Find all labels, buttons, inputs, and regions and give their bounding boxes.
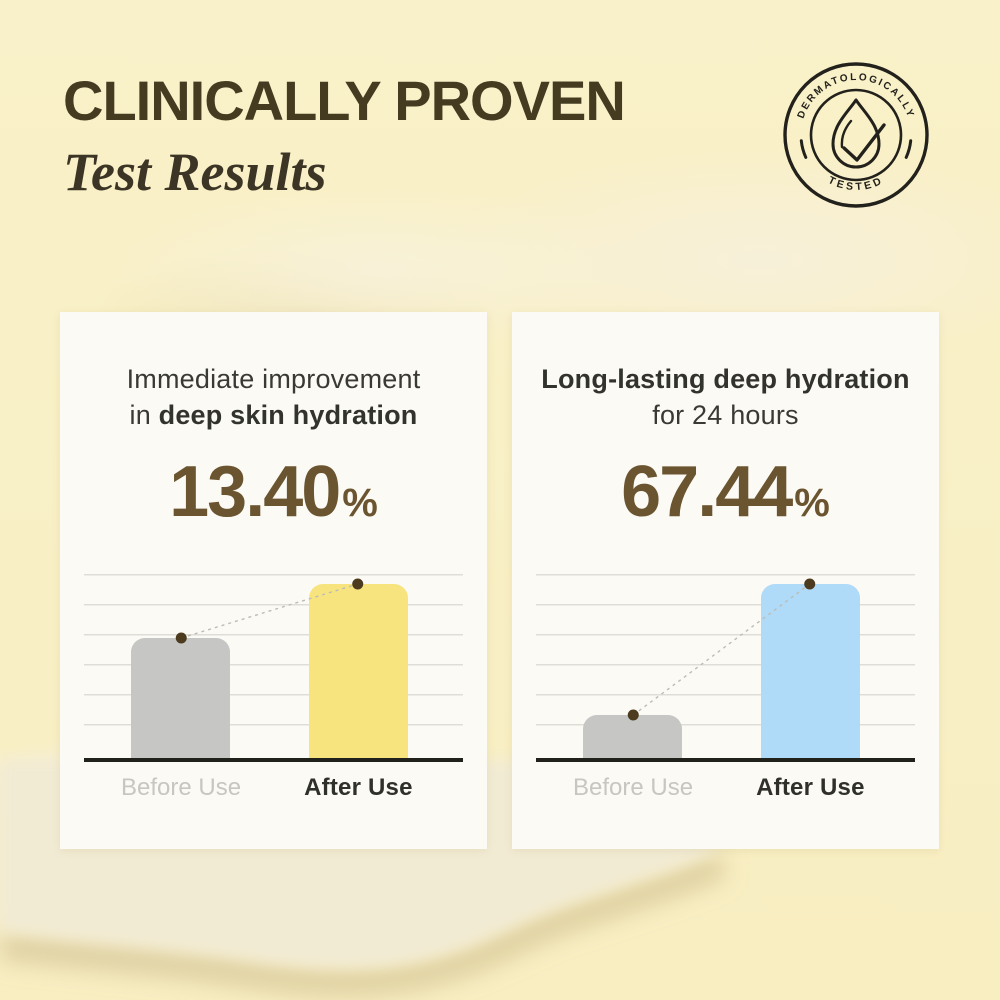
badge-text-bottom: TESTED <box>826 174 886 193</box>
result-card-longlasting-hydration: Long-lasting deep hydration for 24 hours… <box>512 312 939 849</box>
badge-right-dash <box>904 139 913 159</box>
water-drop-check-icon <box>831 98 886 169</box>
result-number: 13.40 <box>169 451 341 532</box>
bar-after-use <box>761 583 860 758</box>
bar-chart-immediate <box>84 573 463 762</box>
heading-line2-regular: for 24 hours <box>652 399 799 430</box>
data-point-dot <box>175 632 187 644</box>
data-point-dot <box>352 578 364 590</box>
trend-connector <box>627 578 816 721</box>
trend-connector <box>175 578 364 644</box>
data-point-dot <box>627 709 639 721</box>
card-heading: Long-lasting deep hydration for 24 hours <box>536 362 915 434</box>
result-value: 13.40% <box>84 456 463 528</box>
category-labels: Before Use After Use <box>84 774 463 804</box>
percent-sign: % <box>342 480 378 525</box>
bar-before-use <box>582 714 682 758</box>
page-header: CLINICALLY PROVEN Test Results <box>63 69 626 202</box>
heading-line1-regular: Immediate improvement <box>126 364 421 394</box>
page-title: CLINICALLY PROVEN <box>63 69 626 132</box>
result-card-immediate-hydration: Immediate improvement in deep skin hydra… <box>60 312 487 849</box>
data-point-dot <box>804 578 816 590</box>
cream-blob-shadow <box>0 852 728 996</box>
label-before-use: Before Use <box>572 773 694 801</box>
result-cards: Immediate improvement in deep skin hydra… <box>60 312 939 849</box>
bar-after-use <box>309 583 408 758</box>
card-heading: Immediate improvement in deep skin hydra… <box>84 362 463 434</box>
dermatologically-tested-badge: DERMATOLOGICALLY TESTED <box>781 60 931 210</box>
label-before-use: Before Use <box>120 773 242 801</box>
bar-before-use <box>130 637 230 758</box>
bar-chart-longlasting <box>536 573 915 762</box>
heading-line2-bold: deep skin hydration <box>158 399 418 430</box>
heading-line1-bold: Long-lasting deep hydration <box>541 364 910 394</box>
result-value: 67.44% <box>536 456 915 528</box>
result-number: 67.44 <box>621 451 793 532</box>
badge-outer-ring <box>783 62 929 208</box>
badge-left-dash <box>799 139 808 159</box>
category-labels: Before Use After Use <box>536 774 915 804</box>
label-after-use: After Use <box>756 773 865 801</box>
label-after-use: After Use <box>304 773 413 801</box>
percent-sign: % <box>794 480 830 525</box>
page-subtitle: Test Results <box>63 141 327 202</box>
heading-line2-regular: in <box>129 399 159 430</box>
badge-inner-ring <box>809 88 903 182</box>
